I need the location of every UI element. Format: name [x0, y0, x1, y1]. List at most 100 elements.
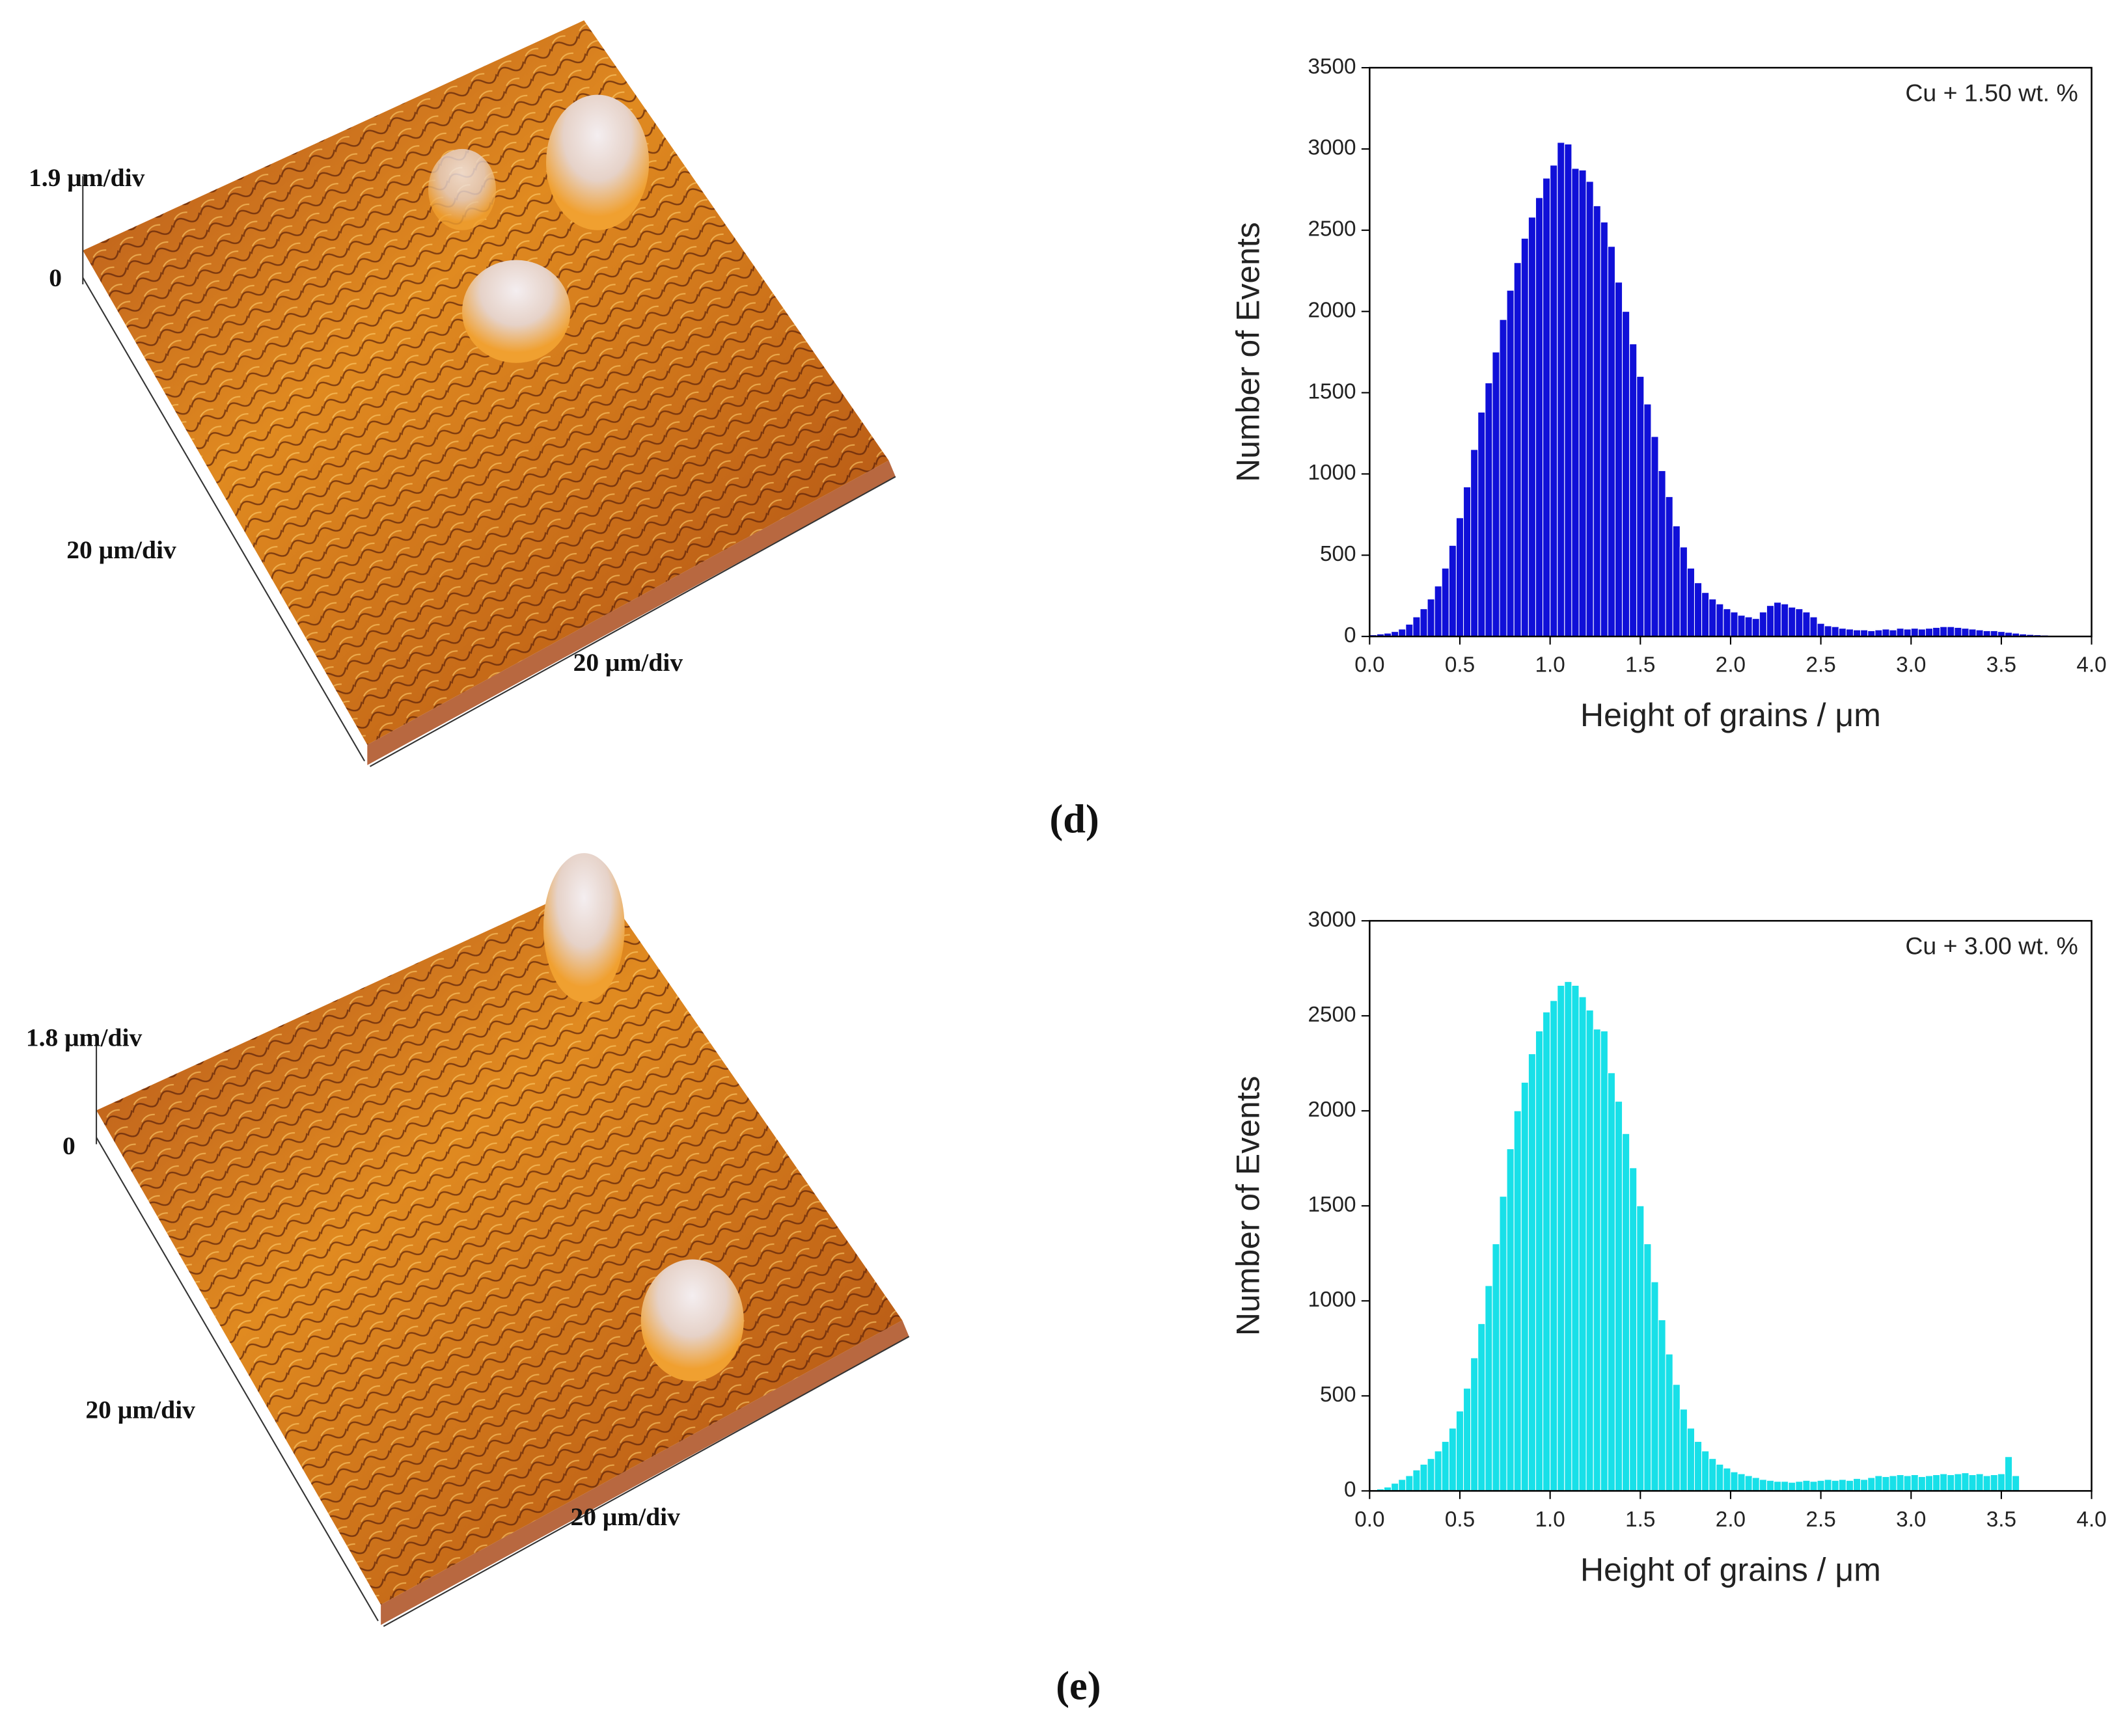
bar [1968, 629, 1977, 637]
bar [1838, 628, 1846, 637]
bar [1903, 629, 1912, 637]
bar [1802, 612, 1811, 637]
bar [1896, 628, 1904, 637]
bar [1679, 547, 1688, 637]
bar [1477, 411, 1486, 637]
bar [1845, 1480, 1854, 1491]
bar [1954, 1473, 1962, 1491]
bar [1867, 1477, 1876, 1491]
bar [1781, 603, 1789, 637]
bar [1658, 1319, 1666, 1491]
bar [1470, 1357, 1479, 1491]
bar [1593, 1029, 1601, 1491]
bar [1578, 169, 1587, 637]
bar [1578, 996, 1587, 1491]
bar [1773, 602, 1782, 637]
bar [1557, 142, 1565, 637]
bar [1983, 630, 1991, 637]
bar [1614, 282, 1623, 637]
bar [1701, 1450, 1710, 1491]
bar [1412, 1469, 1421, 1491]
bar [1990, 1474, 1998, 1491]
bar [1506, 1148, 1515, 1491]
bar [1622, 311, 1630, 637]
x-tick-label: 4.0 [2076, 1508, 2106, 1532]
bar [1564, 981, 1572, 1491]
y-scale: 20 μm/div [66, 536, 176, 564]
bar [1665, 1353, 1673, 1491]
x-tick-label: 0.0 [1354, 1508, 1384, 1532]
bar [1455, 1411, 1464, 1491]
x-tick-label: 1.5 [1625, 1508, 1655, 1532]
bar [1585, 1009, 1594, 1491]
bar [1910, 1474, 1919, 1491]
bar [1506, 290, 1515, 637]
x-tick-label: 0.0 [1354, 653, 1384, 677]
bar [1535, 197, 1544, 637]
x-axis-label: Height of grains / μm [1580, 697, 1881, 733]
bar [1917, 1476, 1926, 1491]
y-tick-label: 3500 [1308, 55, 1356, 79]
bar [1867, 630, 1876, 637]
bar [2004, 1456, 2013, 1491]
z-zero: 0 [49, 264, 62, 292]
bar [1614, 1101, 1623, 1491]
bar [1882, 629, 1890, 637]
bar [1550, 1000, 1558, 1491]
bar [1398, 1479, 1407, 1491]
bar [1773, 1481, 1782, 1491]
bar [1607, 246, 1615, 637]
x-tick-label: 4.0 [2076, 653, 2106, 677]
y-tick-label: 1000 [1308, 461, 1356, 485]
y-axis-label: Number of Events [1229, 1076, 1266, 1336]
y-tick-label: 3000 [1308, 136, 1356, 160]
bar [1543, 178, 1551, 637]
bar [1781, 1481, 1789, 1491]
bar [1672, 1384, 1681, 1491]
bar [1643, 1243, 1652, 1491]
bar [1817, 1480, 1825, 1491]
bar [1932, 627, 1941, 637]
bar [1665, 496, 1673, 637]
x-tick-label: 3.0 [1896, 1508, 1926, 1532]
x-tick-label: 3.0 [1896, 653, 1926, 677]
x-axis-label: Height of grains / μm [1580, 1551, 1881, 1588]
bar [1910, 628, 1919, 637]
x-scale: 20 μm/div [573, 648, 683, 677]
x-tick-label: 2.0 [1716, 653, 1746, 677]
bar [1860, 629, 1869, 637]
bar [1853, 629, 1861, 637]
x-tick-label: 2.0 [1716, 1508, 1746, 1532]
panel-label: (e) [1056, 1663, 1101, 1709]
bar [1751, 618, 1760, 637]
x-tick-label: 2.5 [1805, 653, 1835, 677]
bar [1795, 1481, 1804, 1491]
bar [1686, 1428, 1695, 1491]
bar [1391, 1483, 1399, 1491]
y-tick-label: 2500 [1308, 217, 1356, 241]
bar [1455, 517, 1464, 637]
bar [1398, 629, 1407, 637]
bar [1636, 1205, 1645, 1491]
bar [1882, 1476, 1890, 1491]
bar [1643, 403, 1652, 637]
bar [1593, 205, 1601, 637]
bar [1730, 612, 1738, 637]
bar [1600, 221, 1608, 637]
y-tick-label: 1000 [1308, 1288, 1356, 1312]
bar [1550, 165, 1558, 637]
bar [1448, 1428, 1457, 1491]
y-tick-label: 0 [1344, 623, 1356, 647]
bar [1723, 1467, 1731, 1491]
bar [1434, 1450, 1442, 1491]
bar [1802, 1480, 1811, 1491]
bar [1716, 1463, 1724, 1491]
bar [1434, 586, 1442, 637]
bar [1492, 351, 1500, 637]
bar [1651, 436, 1659, 637]
bar [1427, 599, 1435, 637]
y-axis-label: Number of Events [1229, 222, 1266, 482]
bar [1831, 1480, 1839, 1491]
bar [1730, 1471, 1738, 1491]
